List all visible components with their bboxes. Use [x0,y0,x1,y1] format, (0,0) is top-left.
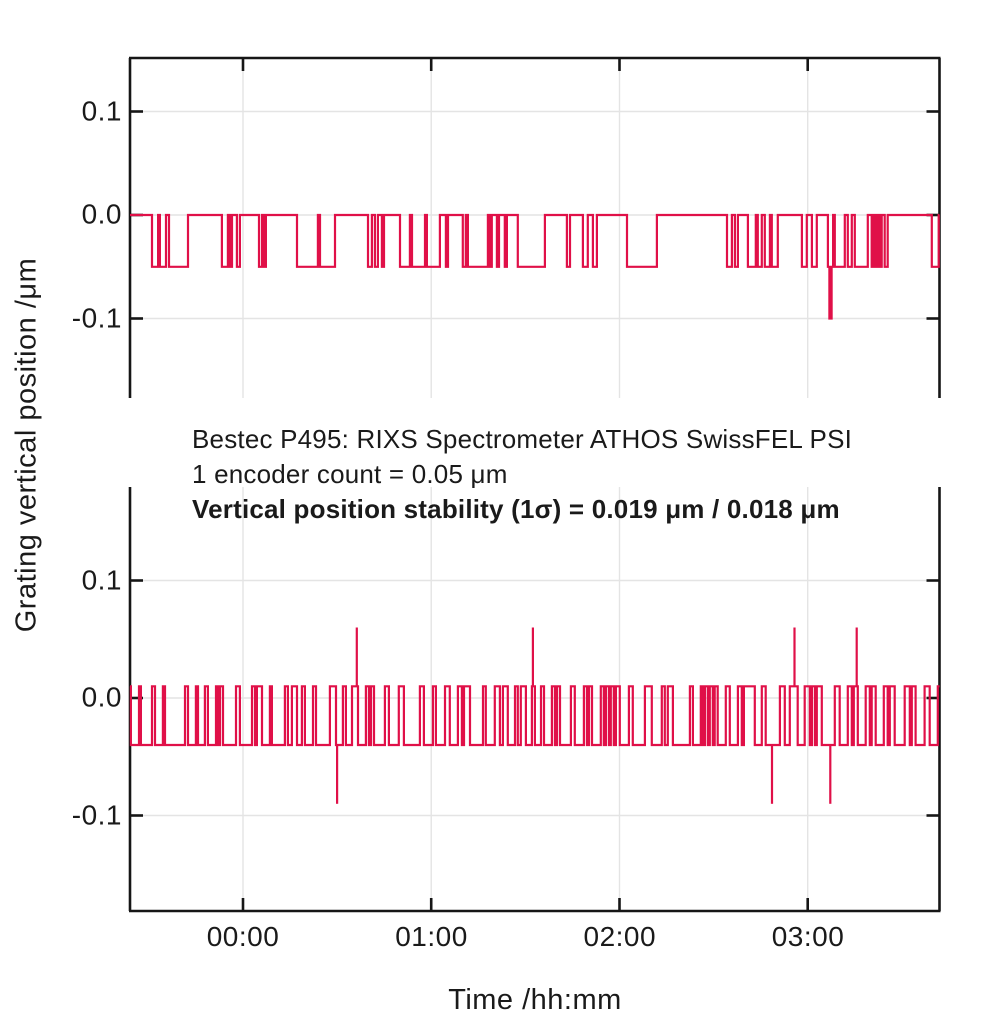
upper-ytick-0p1: 0.1 [81,94,122,126]
annotation-encoder-line: 1 encoder count = 0.05 μm [192,459,508,489]
xtick-0000: 00:00 [206,921,280,952]
lower-ytick-m0p1: -0.1 [71,798,122,830]
xtick-0300: 03:00 [771,921,845,952]
xtick-0200: 02:00 [583,921,657,952]
xtick-0100: 01:00 [395,921,468,952]
annotation-instrument-line: Bestec P495: RIXS Spectrometer ATHOS Swi… [192,424,853,454]
upper-ytick-0p0: 0.0 [81,198,122,230]
annotation-block: Bestec P495: RIXS Spectrometer ATHOS Swi… [192,422,852,527]
lower-ytick-0p0: 0.0 [81,681,122,713]
annotation-stability-line: Vertical position stability (1σ) = 0.019… [192,494,840,524]
x-axis-title: Time /hh:mm [448,984,622,1016]
lower-ytick-0p1: 0.1 [81,563,122,595]
upper-ytick-m0p1: -0.1 [71,301,122,333]
